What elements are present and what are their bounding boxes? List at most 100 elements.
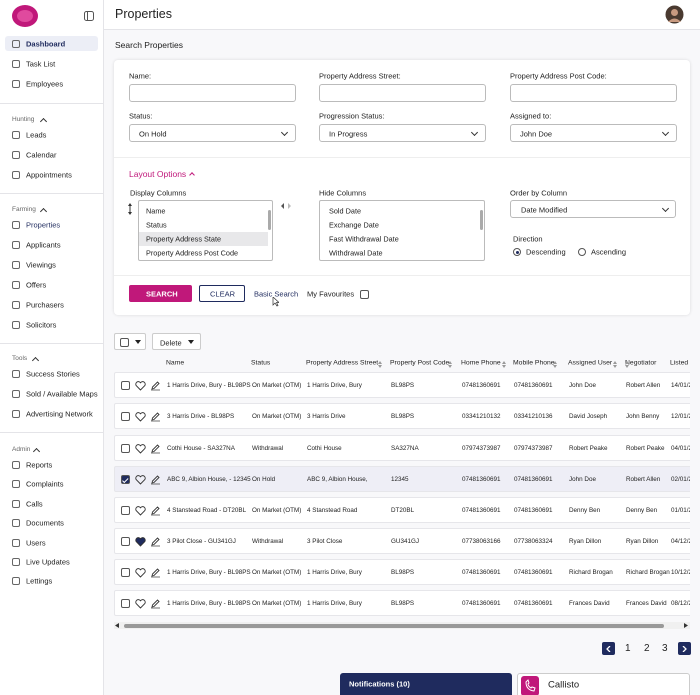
edit-icon[interactable]	[150, 567, 161, 578]
list-option[interactable]: Withdrawal Date	[329, 248, 383, 258]
text-input[interactable]	[319, 84, 486, 102]
table-cell: On Hold	[252, 475, 276, 483]
checkbox[interactable]	[121, 537, 130, 546]
nav-item[interactable]: Advertising Network	[26, 409, 93, 419]
select[interactable]: John Doe	[510, 124, 677, 142]
column-header[interactable]: Listed	[670, 359, 689, 367]
clear-button[interactable]: CLEAR	[199, 285, 245, 302]
nav-item[interactable]: Purchasers	[26, 300, 64, 310]
list-option[interactable]: Exchange Date	[329, 220, 379, 230]
nav-item[interactable]: Complaints	[26, 479, 64, 489]
nav-item[interactable]: Employees	[26, 79, 64, 89]
listbox[interactable]: Sold Date Exchange Date Fast Withdrawal Da…	[319, 200, 485, 261]
list-option[interactable]: Property Address State	[146, 234, 222, 244]
edit-icon[interactable]	[150, 411, 161, 422]
scroll-right[interactable]	[684, 623, 688, 628]
checkbox[interactable]	[121, 412, 130, 421]
nav-icon	[12, 461, 20, 469]
page-number[interactable]: 2	[644, 643, 650, 654]
radio[interactable]	[513, 248, 521, 256]
nav-item[interactable]: Documents	[26, 518, 64, 528]
delete-dropdown[interactable]: Delete	[152, 333, 201, 350]
move-arrows[interactable]	[280, 203, 292, 209]
nav-item[interactable]: Live Updates	[26, 557, 70, 567]
collapse-icon[interactable]	[84, 11, 94, 21]
reorder-arrows[interactable]	[127, 202, 133, 216]
select[interactable]: In Progress	[319, 124, 486, 142]
favourite-icon[interactable]	[135, 536, 146, 547]
nav-item[interactable]: Dashboard	[26, 39, 66, 49]
edit-icon[interactable]	[150, 505, 161, 516]
edit-icon[interactable]	[150, 380, 161, 391]
select[interactable]: Date Modified	[510, 200, 676, 218]
checkbox[interactable]	[120, 337, 129, 347]
nav-item[interactable]: Viewings	[26, 260, 56, 270]
column-header[interactable]: Property Address Street	[306, 359, 379, 367]
favourite-icon[interactable]	[135, 474, 146, 485]
radio[interactable]	[578, 248, 586, 256]
checkbox[interactable]	[121, 506, 130, 515]
checkbox[interactable]	[360, 290, 369, 299]
checkbox[interactable]	[121, 381, 130, 390]
scroll-left[interactable]	[115, 623, 119, 628]
page-number[interactable]: 3	[662, 643, 668, 654]
text-input[interactable]	[510, 84, 677, 102]
column-header[interactable]: Property Post Code	[390, 359, 450, 367]
edit-icon[interactable]	[150, 598, 161, 609]
nav-item[interactable]: Applicants	[26, 240, 61, 250]
listbox[interactable]: Name Status Property Address State Property…	[138, 200, 273, 261]
nav-item[interactable]: Offers	[26, 280, 47, 290]
column-header[interactable]: Home Phone	[461, 359, 501, 367]
callisto-tab[interactable]: Callisto	[517, 673, 690, 695]
nav-item[interactable]: Reports	[26, 460, 53, 470]
layout-toggle[interactable]: Layout Options	[129, 168, 187, 179]
nav-item[interactable]: Calls	[26, 499, 43, 509]
nav-item[interactable]: Users	[26, 537, 46, 547]
nav-item[interactable]: Leads	[26, 130, 47, 140]
column-header[interactable]: Assigned User	[568, 359, 613, 367]
checkbox[interactable]	[121, 568, 130, 577]
basic-search-link[interactable]: Basic Search	[254, 289, 299, 299]
checkbox[interactable]	[121, 475, 130, 484]
search-button[interactable]: SEARCH	[129, 285, 192, 302]
favourite-icon[interactable]	[135, 505, 146, 516]
table-cell: 3 Pilot Close - GU341GJ	[167, 537, 236, 545]
nav-item[interactable]: Sold / Available Maps	[26, 389, 98, 399]
avatar[interactable]	[665, 5, 684, 24]
select-all-dropdown[interactable]	[114, 333, 146, 350]
checkbox[interactable]	[121, 599, 130, 608]
select[interactable]: On Hold	[129, 124, 296, 142]
favourite-icon[interactable]	[135, 411, 146, 422]
nav-item[interactable]: Lettings	[26, 576, 53, 586]
list-option[interactable]: Sold Date	[329, 206, 362, 216]
edit-icon[interactable]	[150, 443, 161, 454]
column-header[interactable]: Mobile Phone	[513, 359, 555, 367]
next-page[interactable]	[678, 642, 691, 655]
favourite-icon[interactable]	[135, 567, 146, 578]
table-cell: 03341210136	[514, 412, 553, 420]
favourite-icon[interactable]	[135, 598, 146, 609]
list-option[interactable]: Property Address Post Code	[146, 248, 239, 258]
nav-item[interactable]: Properties	[26, 220, 61, 230]
edit-icon[interactable]	[150, 474, 161, 485]
nav-item[interactable]: Calendar	[26, 150, 57, 160]
list-option[interactable]: Status	[146, 220, 167, 230]
text-input[interactable]	[129, 84, 296, 102]
favourite-icon[interactable]	[135, 380, 146, 391]
checkbox[interactable]	[121, 444, 130, 453]
list-option[interactable]: Fast Withdrawal Date	[329, 234, 399, 244]
edit-icon[interactable]	[150, 536, 161, 547]
nav-item[interactable]: Appointments	[26, 170, 72, 180]
h-scroll-thumb[interactable]	[124, 623, 664, 628]
column-header[interactable]: Negotiator	[625, 359, 657, 367]
prev-page[interactable]	[602, 642, 615, 655]
page-number[interactable]: 1	[625, 643, 631, 654]
column-header[interactable]: Name	[166, 359, 185, 367]
nav-item[interactable]: Task List	[26, 59, 56, 69]
list-option[interactable]: Name	[146, 206, 166, 216]
favourite-icon[interactable]	[135, 443, 146, 454]
column-header[interactable]: Status	[251, 359, 271, 367]
nav-item[interactable]: Success Stories	[26, 369, 80, 379]
notifications-tab[interactable]: Notifications (10)	[340, 673, 512, 695]
nav-item[interactable]: Solicitors	[26, 320, 57, 330]
